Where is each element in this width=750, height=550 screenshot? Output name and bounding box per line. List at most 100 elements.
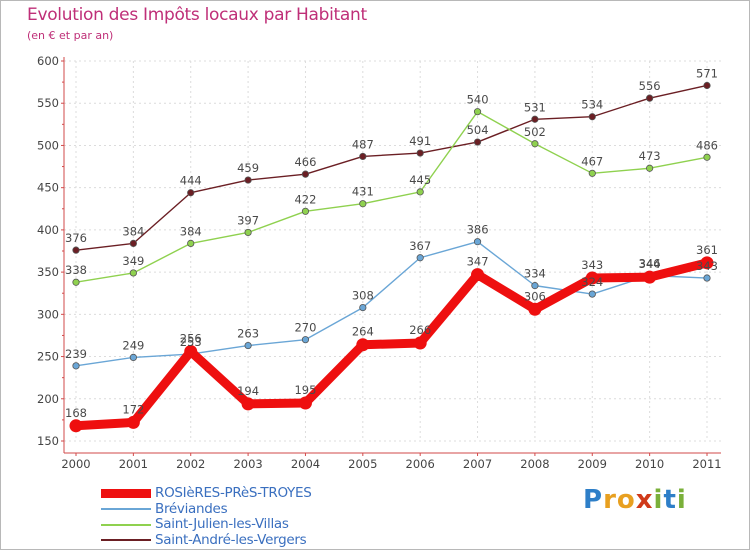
legend-item-saint-andre-les-vergers: Saint-André-les-Vergers — [101, 531, 431, 549]
data-label: 367 — [409, 239, 431, 253]
data-point — [416, 149, 424, 157]
data-label: 487 — [352, 137, 374, 151]
data-label: 556 — [639, 79, 661, 93]
data-point — [359, 303, 367, 312]
y-tick-label: 300 — [37, 307, 59, 321]
legend-swatch — [101, 539, 151, 542]
legend-label: ROSIèRES-PRèS-TROYES — [155, 485, 312, 501]
data-label: 444 — [180, 174, 202, 188]
data-point — [471, 268, 485, 282]
data-label: 422 — [294, 192, 316, 206]
data-label: 270 — [294, 321, 316, 335]
legend-swatch — [101, 508, 151, 511]
data-label: 384 — [122, 224, 144, 238]
x-tick-label: 2010 — [635, 457, 664, 471]
legend-label: Saint-André-les-Vergers — [155, 531, 307, 548]
data-point — [531, 115, 539, 123]
data-label: 338 — [65, 263, 87, 277]
chart-title: Evolution des Impôts locaux par Habitant — [27, 5, 367, 25]
data-label: 571 — [696, 66, 718, 80]
y-tick-label: 500 — [37, 138, 59, 152]
series-line-rosieres-pres-troyes — [71, 258, 712, 431]
data-label: 344 — [639, 257, 661, 271]
data-label: 172 — [122, 402, 144, 416]
data-label: 256 — [180, 331, 202, 345]
y-tick-label: 450 — [37, 181, 59, 195]
data-point — [585, 271, 599, 285]
data-point — [588, 169, 596, 177]
x-tick-label: 2009 — [578, 457, 607, 471]
data-point — [241, 397, 255, 411]
data-label: 253 — [180, 335, 202, 349]
data-label: 347 — [467, 255, 489, 269]
data-point — [359, 152, 367, 161]
data-label: 349 — [122, 254, 144, 268]
x-tick-label: 2008 — [520, 457, 549, 471]
data-label: 361 — [696, 243, 718, 257]
data-point — [531, 282, 539, 290]
series-saint-julien-les-villas — [72, 108, 711, 286]
x-tick-label: 2005 — [348, 457, 377, 471]
data-point — [244, 341, 252, 350]
data-point — [184, 344, 198, 358]
legend-label: Saint-Julien-les-Villas — [155, 516, 289, 532]
data-label: 486 — [696, 138, 718, 152]
brand-letter: t — [663, 485, 677, 515]
data-label: 334 — [524, 267, 546, 281]
data-point — [359, 200, 367, 208]
x-tick-label: 2006 — [406, 457, 435, 471]
data-label: 376 — [65, 231, 87, 245]
data-label: 531 — [524, 100, 546, 114]
data-point — [126, 415, 140, 429]
brand-logo: Proxiti — [583, 485, 687, 515]
data-point — [72, 246, 80, 254]
x-tick-label: 2007 — [463, 457, 492, 471]
data-label: 540 — [467, 93, 489, 107]
data-point — [301, 207, 310, 215]
y-tick-label: 350 — [37, 265, 59, 279]
data-point — [413, 336, 427, 350]
x-tick-label: 2002 — [176, 457, 205, 471]
data-point — [356, 338, 370, 352]
data-point — [473, 138, 482, 146]
series-line-saint-julien-les-villas — [75, 110, 708, 283]
series-line-breviandes — [75, 241, 708, 367]
data-label: 502 — [524, 125, 546, 139]
data-point — [473, 108, 482, 116]
data-point — [72, 278, 80, 286]
data-label: 397 — [237, 213, 259, 227]
y-tick-label: 200 — [37, 392, 59, 406]
data-point — [129, 239, 137, 247]
legend-swatch — [101, 489, 151, 499]
data-label: 445 — [409, 173, 431, 187]
series-rosieres-pres-troyes — [69, 256, 714, 433]
data-point — [301, 170, 310, 178]
legend-swatch — [101, 523, 151, 526]
data-point — [643, 270, 657, 284]
x-tick-label: 2011 — [692, 457, 721, 471]
data-point — [646, 164, 654, 172]
grid-lines — [64, 60, 721, 442]
data-point — [301, 336, 310, 344]
data-point — [416, 188, 424, 196]
data-point — [187, 189, 195, 197]
brand-letter: r — [603, 485, 617, 515]
brand-letter: i — [653, 485, 664, 515]
y-tick-label: 600 — [37, 54, 59, 68]
data-point — [703, 81, 711, 90]
data-point — [703, 153, 711, 161]
data-point — [700, 256, 714, 270]
data-label: 346 — [639, 256, 661, 270]
data-label: 386 — [467, 223, 489, 237]
data-label: 264 — [352, 325, 374, 339]
brand-letter: i — [676, 485, 687, 515]
brand-letter: x — [635, 485, 654, 515]
data-label: 168 — [65, 406, 87, 420]
data-label: 384 — [180, 224, 202, 238]
y-tick-label: 250 — [37, 350, 59, 364]
data-point — [244, 228, 252, 237]
data-label: 431 — [352, 185, 374, 199]
data-label: 306 — [524, 289, 546, 303]
